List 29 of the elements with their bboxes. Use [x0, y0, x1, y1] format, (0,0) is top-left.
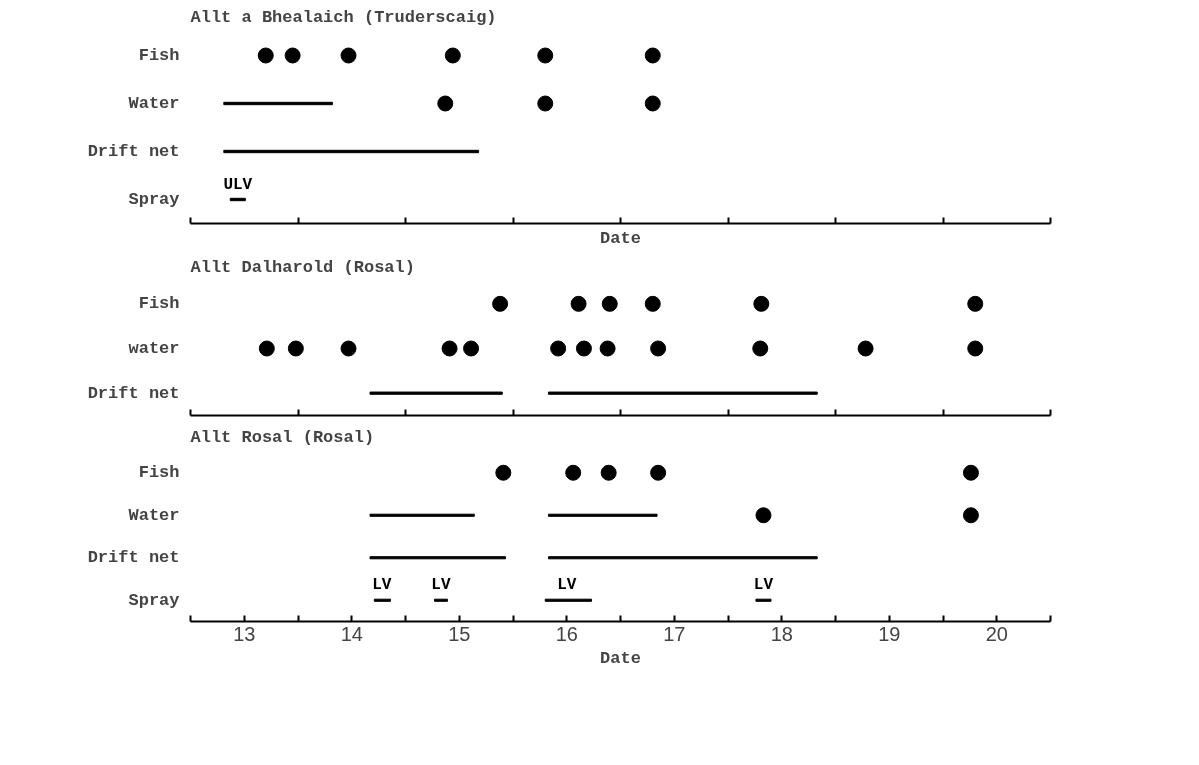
x-tick-label: 17 — [663, 622, 686, 645]
x-axis-title: Date — [600, 228, 641, 248]
x-tick-label: 13 — [233, 622, 256, 645]
x-tick-label: 19 — [878, 622, 901, 645]
annotation: LV — [753, 576, 774, 595]
y-tick-label: Spray — [128, 590, 180, 610]
x-tick-label: 20 — [985, 622, 1008, 645]
y-tick-label: Drift net — [87, 142, 180, 161]
annotation: ULV — [223, 175, 253, 194]
x-tick-label: 18 — [770, 622, 793, 645]
y-tick-label: Drift net — [87, 548, 180, 568]
y-tick-label: Water — [128, 505, 180, 525]
chart-title: Allt Dalharold (Rosal) — [190, 257, 415, 277]
x-tick-label: 15 — [448, 622, 471, 645]
y-tick-label: Water — [128, 94, 180, 113]
y-tick-label: Fish — [138, 294, 180, 314]
x-tick-label: 16 — [555, 622, 578, 645]
chart-title: Allt Rosal (Rosal) — [190, 427, 375, 447]
x-tick-label: 14 — [340, 622, 363, 645]
y-tick-label: Fish — [138, 463, 180, 483]
annotation: LV — [557, 576, 577, 595]
y-tick-label: Fish — [138, 46, 180, 65]
annotation: LV — [372, 576, 392, 595]
y-tick-label: water — [128, 339, 180, 358]
y-tick-label: Spray — [128, 190, 180, 209]
x-axis-title: Date — [600, 648, 641, 668]
chart-title: Allt a Bhealaich (Truderscaig) — [190, 7, 497, 27]
annotation: LV — [431, 576, 451, 595]
y-tick-label: Drift net — [87, 383, 180, 403]
